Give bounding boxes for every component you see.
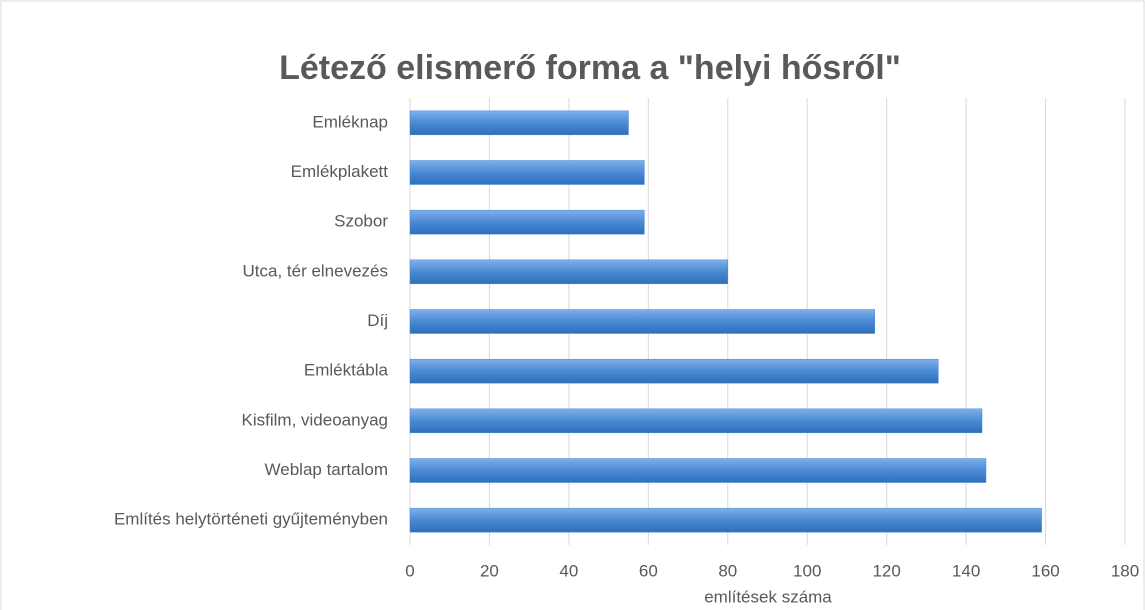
y-tick-label: Szobor (334, 212, 388, 231)
y-tick-label: Weblap tartalom (265, 460, 388, 479)
x-tick-label: 80 (718, 561, 737, 580)
bar (409, 358, 939, 384)
bar (409, 458, 987, 483)
y-tick-label: Emléktábla (304, 361, 389, 380)
x-tick-label: 120 (872, 561, 900, 580)
x-tick-label: 0 (405, 561, 414, 580)
x-tick-label: 20 (480, 561, 499, 580)
y-tick-label: Kisfilm, videoanyag (242, 410, 388, 429)
bar (409, 160, 645, 185)
x-tick-label: 40 (559, 561, 578, 580)
bar (409, 408, 983, 434)
bar (409, 209, 645, 235)
y-tick-label: Emlékplakett (291, 162, 389, 181)
bar (409, 110, 629, 136)
bar (409, 507, 1042, 533)
x-tick-label: 180 (1111, 561, 1139, 580)
x-axis-label: említések száma (704, 587, 832, 606)
bar (409, 259, 729, 285)
bar (409, 309, 875, 334)
y-tick-label: Emléknap (312, 112, 388, 131)
y-tick-label: Utca, tér elnevezés (242, 261, 388, 280)
y-tick-label: Díj (367, 311, 388, 330)
x-tick-label: 140 (952, 561, 980, 580)
x-tick-label: 160 (1031, 561, 1059, 580)
x-tick-label: 100 (793, 561, 821, 580)
x-tick-label: 60 (639, 561, 658, 580)
chart-title: Létező elismerő forma a "helyi hősről" (279, 49, 901, 87)
y-tick-label: Említés helytörténeti gyűjteményben (114, 510, 388, 529)
